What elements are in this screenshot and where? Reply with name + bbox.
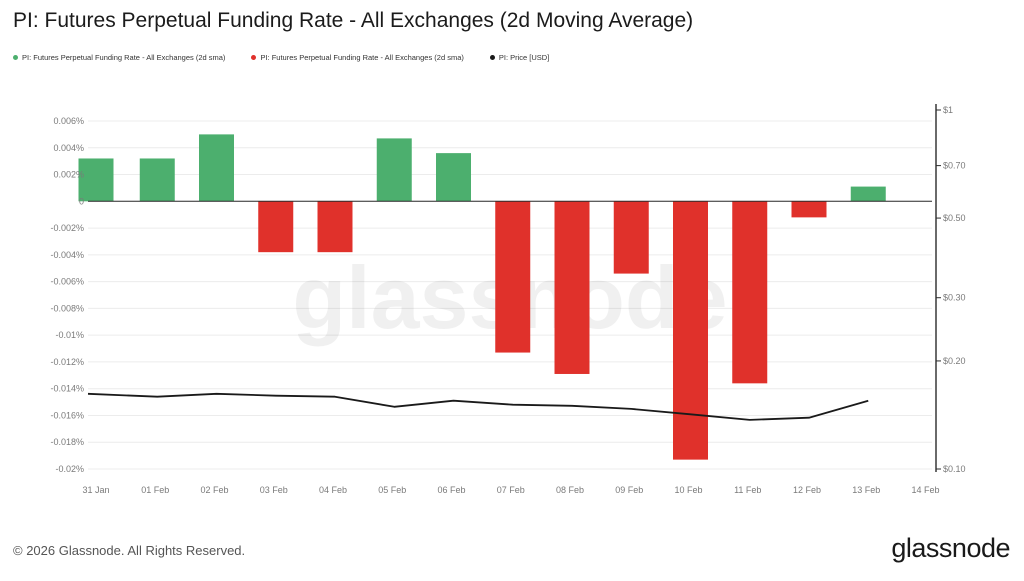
- x-tick-label: 13 Feb: [852, 485, 880, 495]
- legend-marker-positive: [13, 55, 18, 60]
- funding-rate-bar: [436, 153, 471, 202]
- chart-title: PI: Futures Perpetual Funding Rate - All…: [13, 9, 694, 32]
- left-tick-label: -0.016%: [50, 410, 84, 420]
- right-axis-ticks: $1 $0.70 $0.50 $0.30 $0.20 $0.10: [936, 105, 966, 474]
- x-tick-label: 31 Jan: [82, 485, 109, 495]
- left-tick-label: -0.004%: [50, 250, 84, 260]
- x-tick-label: 07 Feb: [497, 485, 525, 495]
- left-tick-label: -0.014%: [50, 384, 84, 394]
- left-tick-label: -0.01%: [55, 330, 84, 340]
- price-series: [87, 392, 869, 421]
- legend-label-positive: PI: Futures Perpetual Funding Rate - All…: [22, 53, 226, 62]
- legend-item-price[interactable]: PI: Price [USD]: [489, 53, 550, 62]
- funding-rate-bar: [376, 138, 412, 202]
- x-tick-label: 08 Feb: [556, 485, 584, 495]
- funding-rate-bar: [850, 186, 886, 202]
- legend-item-negative-funding[interactable]: PI: Futures Perpetual Funding Rate - All…: [251, 53, 464, 62]
- x-tick-label: 05 Feb: [378, 485, 406, 495]
- funding-rate-bar: [732, 201, 768, 384]
- x-tick-label: 09 Feb: [615, 485, 643, 495]
- legend-label-negative: PI: Futures Perpetual Funding Rate - All…: [260, 53, 464, 62]
- funding-rate-bar: [613, 201, 649, 274]
- legend-marker-price: [489, 55, 495, 60]
- legend-label-price: PI: Price [USD]: [498, 53, 550, 62]
- left-tick-label: 0.004%: [53, 143, 84, 153]
- x-axis-ticks: 31 Jan 01 Feb 02 Feb 03 Feb 04 Feb 05 Feb 06 F…: [82, 485, 939, 495]
- price-line: [87, 392, 869, 421]
- left-tick-label: 0.002%: [53, 170, 84, 180]
- left-tick-label: -0.002%: [50, 223, 84, 233]
- x-tick-label: 06 Feb: [437, 485, 465, 495]
- funding-rate-bar: [554, 201, 590, 374]
- x-tick-label: 12 Feb: [793, 485, 821, 495]
- copyright-text: © 2026 Glassnode. All Rights Reserved.: [13, 543, 246, 558]
- funding-rate-bar: [495, 201, 531, 353]
- left-tick-label: -0.018%: [50, 437, 84, 447]
- left-tick-label: -0.008%: [50, 303, 84, 313]
- x-tick-label: 02 Feb: [200, 485, 228, 495]
- funding-rate-bar: [258, 201, 294, 253]
- left-tick-label: -0.012%: [50, 357, 84, 367]
- funding-rate-bar: [673, 201, 708, 460]
- left-tick-label: -0.02%: [55, 464, 84, 474]
- funding-rate-bar: [317, 201, 353, 253]
- right-tick-label: $0.10: [943, 464, 966, 474]
- legend-item-positive-funding[interactable]: PI: Futures Perpetual Funding Rate - All…: [13, 53, 225, 62]
- right-tick-label: $0.30: [943, 293, 966, 303]
- funding-rate-bar: [791, 201, 827, 218]
- left-tick-label: -0.006%: [50, 277, 84, 287]
- x-tick-label: 10 Feb: [674, 485, 702, 495]
- funding-rate-bars: [78, 134, 886, 460]
- chart-legend: PI: Futures Perpetual Funding Rate - All…: [13, 53, 549, 62]
- left-tick-label: 0.006%: [53, 116, 84, 126]
- brand-logo[interactable]: glassnode: [891, 533, 1010, 563]
- x-tick-label: 11 Feb: [734, 485, 761, 495]
- left-tick-label: 0: [79, 196, 84, 206]
- right-tick-label: $0.50: [943, 213, 966, 223]
- funding-rate-bar: [78, 158, 114, 202]
- left-axis-ticks: 0.006% 0.004% 0.002% 0 -0.002% -0.004% -0.006%…: [50, 116, 84, 474]
- right-tick-label: $0.20: [943, 356, 966, 366]
- x-tick-label: 01 Feb: [141, 485, 169, 495]
- funding-rate-bar: [199, 134, 234, 202]
- funding-rate-bar: [139, 158, 175, 202]
- x-tick-label: 04 Feb: [319, 485, 347, 495]
- right-tick-label: $1: [943, 105, 953, 115]
- x-tick-label: 14 Feb: [911, 485, 939, 495]
- right-tick-label: $0.70: [943, 161, 966, 171]
- x-tick-label: 03 Feb: [260, 485, 288, 495]
- legend-marker-negative: [251, 55, 257, 60]
